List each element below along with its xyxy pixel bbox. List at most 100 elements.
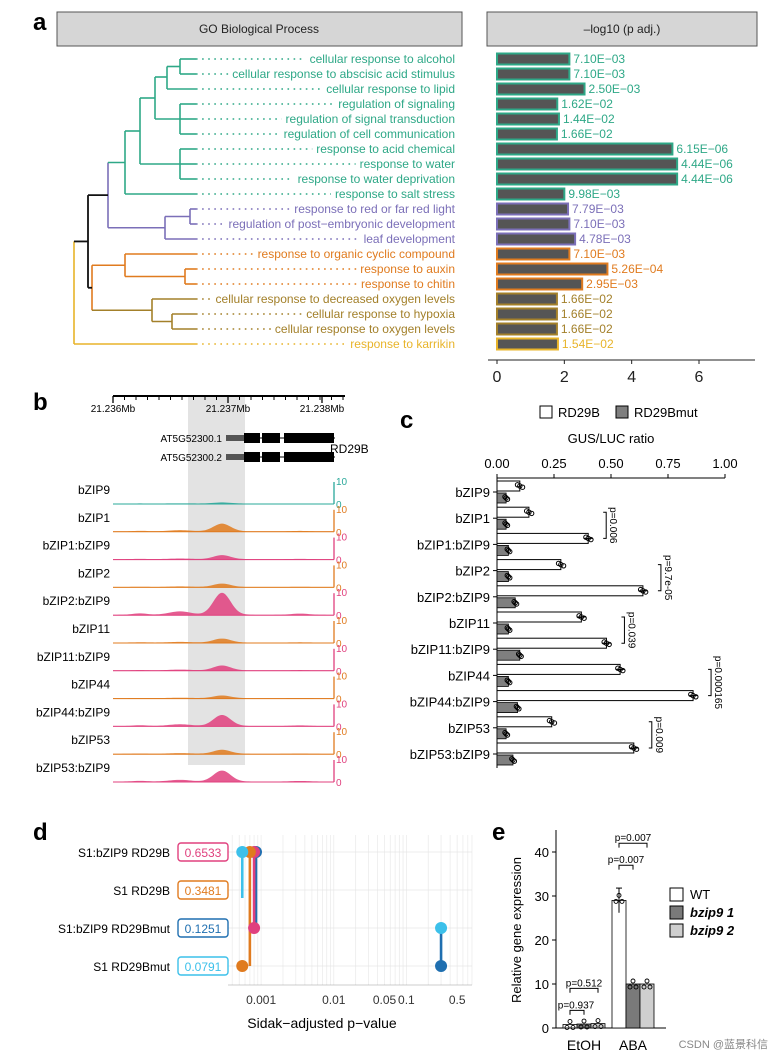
go-bar-value: 7.10E−03: [573, 247, 625, 261]
x-axis-tick-label: 0.5: [449, 993, 466, 1007]
expression-bar: [639, 983, 655, 1029]
data-point: [505, 626, 512, 632]
legend-swatch: [669, 923, 684, 938]
data-point: [584, 1024, 590, 1030]
lollipop-point: [435, 960, 448, 972]
category-label: bZIP44:bZIP9: [410, 695, 490, 710]
p-value-label: p=0.006: [607, 507, 618, 544]
track-scale-min: 0: [336, 722, 342, 733]
go-bar-value: 4.78E−03: [579, 232, 631, 246]
go-bar: [496, 307, 558, 321]
gene-exon: [262, 452, 280, 462]
data-point: [592, 1024, 598, 1030]
x-axis-tick-label: 0.50: [598, 456, 623, 471]
go-bar-value: 7.10E−03: [573, 67, 625, 81]
y-axis-title: Relative gene expression: [509, 857, 524, 1003]
data-point: [519, 484, 526, 490]
go-bar-value: 7.10E−03: [573, 217, 625, 231]
x-axis-tick-label: 0.00: [484, 456, 509, 471]
data-point: [518, 653, 524, 660]
go-bar-value: 1.44E−02: [563, 112, 615, 126]
track-label: bZIP53:bZIP9: [36, 761, 110, 775]
go-bar-value: 1.66E−02: [561, 307, 613, 321]
gene-name-label: RD29B: [330, 442, 369, 456]
track-scale-max: 10: [336, 505, 348, 516]
data-point: [517, 483, 523, 489]
go-bar: [496, 322, 558, 336]
category-label: bZIP53: [448, 721, 490, 736]
data-point: [510, 757, 516, 763]
go-bar-value: 9.98E−03: [568, 187, 620, 201]
genome-axis: 21.236Mb 21.237Mb 21.238Mb: [91, 395, 345, 765]
pvalue-header-title: –log10 (p adj.): [584, 22, 661, 36]
lollipop-point: [435, 922, 448, 934]
p-value-box-text: 0.0791: [185, 960, 222, 974]
panel-label-a: a: [33, 9, 47, 36]
track-scale-min: 0: [336, 750, 342, 761]
legend-swatch-rd29bmut: [615, 405, 629, 419]
expression-bar: [611, 900, 627, 1029]
data-point: [633, 984, 639, 990]
y-axis-tick-label: 0: [542, 1021, 549, 1036]
track-scale-min: 0: [336, 500, 342, 511]
x-axis-tick-label: 0.001: [246, 993, 276, 1007]
bar-rd29b: [496, 532, 589, 544]
track-coverage-area: [113, 714, 334, 727]
panel-c-gus-luc: RD29B RD29Bmut GUS/LUC ratio 0.00 0.25 0.50 0.…: [410, 405, 738, 768]
data-point: [511, 758, 518, 764]
data-point: [504, 732, 511, 738]
go-bar-value: 1.54E−02: [562, 337, 614, 351]
data-point: [505, 678, 512, 685]
expression-bar: [590, 1023, 606, 1029]
go-bar-value: 1.66E−02: [561, 292, 613, 306]
go-term-label: response to water deprivation: [298, 172, 455, 186]
data-point: [564, 1025, 570, 1030]
go-term-label: regulation of signaling: [338, 97, 455, 111]
go-bars: 7.10E−037.10E−032.50E−031.62E−021.44E−02…: [496, 52, 733, 351]
go-bar-value: 2.50E−03: [589, 82, 641, 96]
panel-a-go-enrichment: GO Biological Process –log10 (p adj.) ce…: [56, 11, 758, 386]
data-point: [641, 984, 647, 990]
track-label: bZIP1: [78, 511, 110, 525]
go-bar: [496, 142, 674, 156]
panel-label-d: d: [33, 819, 48, 846]
x-axis-tick-label: 1.00: [712, 456, 737, 471]
track-coverage-area: [113, 555, 334, 560]
gene-utr: [226, 454, 244, 460]
go-bar-value: 1.62E−02: [561, 97, 613, 111]
data-point: [570, 1025, 576, 1030]
lollipop-point: [236, 846, 249, 858]
data-point: [504, 522, 511, 529]
p-value-label: p=0.039: [625, 612, 636, 649]
data-point: [504, 496, 511, 502]
data-point: [560, 563, 567, 569]
go-bar: [496, 172, 679, 186]
go-term-label: cellular response to hypoxia: [306, 307, 455, 321]
data-point: [516, 706, 522, 712]
gene-utr: [226, 435, 244, 441]
data-point: [507, 627, 513, 633]
legend-label: bzip9 1: [690, 905, 734, 920]
p-value-label: p=0.000165: [712, 656, 723, 710]
p-value-box: [177, 842, 229, 862]
go-bar: [496, 157, 679, 171]
p-value-label: p=0.007: [608, 855, 645, 866]
go-bar: [496, 97, 559, 111]
panel-label-b: b: [33, 389, 48, 416]
row-label: S1 RD29Bmut: [93, 960, 170, 974]
go-term-label: regulation of post−embryonic development: [229, 217, 456, 231]
go-bar: [496, 277, 584, 291]
row-label: S1:bZIP9 RD29B: [78, 846, 170, 860]
track-scale-min: 0: [336, 667, 342, 678]
category-label: EtOH: [567, 1037, 601, 1053]
go-term-label: cellular response to decreased oxygen le…: [216, 292, 455, 306]
x-axis-tick-label: 0.25: [541, 456, 566, 471]
track-scale-min: 0: [336, 639, 342, 650]
go-bar-value: 5.26E−04: [611, 262, 663, 276]
go-bar-value: 1.66E−02: [561, 127, 613, 141]
panel-label-e: e: [492, 819, 505, 846]
p-value-label: p=0.512: [566, 978, 603, 989]
coverage-tracks: bZIP9100bZIP1100bZIP1:bZIP9100bZIP2100bZ…: [36, 477, 348, 789]
x-axis-tick-label: 0.01: [322, 993, 346, 1007]
row-label: S1 RD29B: [113, 884, 170, 898]
